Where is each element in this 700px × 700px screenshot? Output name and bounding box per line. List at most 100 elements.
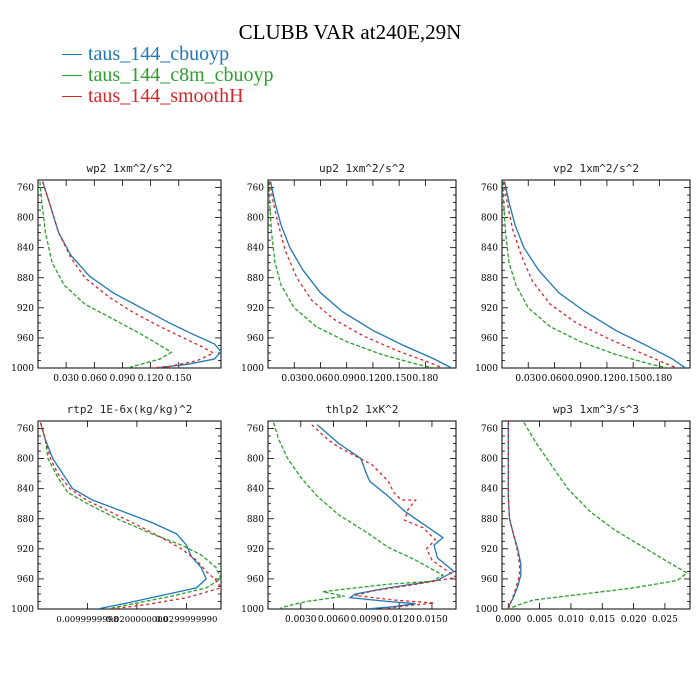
y-tick-label: 800 (17, 214, 34, 224)
series-line (272, 422, 445, 609)
series-line (502, 181, 669, 368)
y-tick-label: 960 (247, 334, 264, 344)
plot-frame (501, 179, 691, 369)
figure-title: CLUBB VAR at240E,29N (238, 20, 462, 44)
panel-title: up2 1xm^2/s^2 (319, 162, 405, 175)
x-tick-label: 0.0120 (383, 615, 415, 625)
plot-frame (267, 420, 457, 610)
legend-label: taus_144_c8m_cbuoyp (88, 64, 274, 86)
panel-title: wp3 1xm^3/s^3 (553, 403, 639, 416)
panel-title: thlp2 1xK^2 (326, 403, 399, 416)
y-tick-label: 840 (17, 485, 34, 495)
series-line (39, 422, 221, 609)
y-tick-label: 880 (17, 274, 34, 284)
y-tick-label: 760 (17, 425, 34, 435)
y-tick-label: 800 (481, 214, 498, 224)
y-tick-label: 1000 (11, 364, 34, 374)
series-line (311, 424, 456, 609)
x-tick-label: 0.025 (652, 615, 678, 625)
y-tick-label: 1000 (241, 364, 264, 374)
x-tick-label: 0.015 (589, 615, 615, 625)
x-tick-label: 0.060 (308, 374, 334, 384)
series-line (269, 181, 444, 368)
y-tick-label: 920 (481, 545, 498, 555)
y-tick-label: 880 (481, 274, 498, 284)
x-tick-label: 0.0299999990 (155, 615, 217, 625)
panel-title: wp2 1xm^2/s^2 (86, 162, 172, 175)
y-tick-label: 760 (481, 425, 498, 435)
x-tick-label: 0.000 (495, 615, 521, 625)
chart-panel: up2 1xm^2/s^2 760 800 840 880 920 960 1000 0.030… (241, 162, 457, 384)
x-tick-label: 0.180 (647, 374, 673, 384)
y-tick-label: 880 (247, 274, 264, 284)
y-tick-label: 960 (481, 575, 498, 585)
y-tick-label: 960 (247, 575, 264, 585)
series-line (39, 422, 207, 609)
x-tick-label: 0.010 (558, 615, 584, 625)
series-line (508, 422, 689, 609)
y-tick-label: 880 (247, 515, 264, 525)
x-tick-label: 0.030 (281, 374, 307, 384)
y-tick-label: 920 (247, 545, 264, 555)
legend-label: taus_144_cbuoyp (88, 43, 230, 65)
y-tick-label: 800 (247, 214, 264, 224)
x-tick-label: 0.0030 (285, 615, 317, 625)
x-tick-label: 0.120 (594, 374, 620, 384)
chart-panel: wp3 1xm^3/s^3 760 800 840 880 920 960 10000.000… (475, 403, 691, 625)
legend-item: taus_144_c8m_cbuoyp (62, 65, 274, 86)
x-tick-label: 0.060 (81, 374, 107, 384)
y-tick-label: 960 (17, 575, 34, 585)
series-line (39, 422, 221, 609)
y-tick-label: 920 (247, 304, 264, 314)
y-tick-label: 1000 (241, 605, 264, 615)
y-tick-label: 1000 (475, 605, 498, 615)
y-tick-label: 960 (481, 334, 498, 344)
series-line (503, 181, 686, 368)
y-tick-label: 760 (247, 425, 264, 435)
series-line (507, 422, 521, 609)
y-tick-label: 960 (17, 334, 34, 344)
legend-label: taus_144_smoothH (88, 85, 244, 107)
legend: taus_144_cbuoyp taus_144_c8m_cbuoyp taus… (62, 44, 274, 107)
legend-item: taus_144_smoothH (62, 86, 274, 107)
plot-frame (267, 179, 457, 369)
x-tick-label: 0.150 (620, 374, 646, 384)
chart-panel: wp2 1xm^2/s^2 760 800 840 880 920 960 1000 0.030… (11, 162, 222, 384)
panel-title: vp2 1xm^2/s^2 (553, 162, 639, 175)
x-tick-label: 0.060 (542, 374, 568, 384)
y-tick-label: 800 (17, 455, 34, 465)
x-tick-label: 0.090 (110, 374, 136, 384)
y-tick-label: 840 (247, 485, 264, 495)
legend-swatch (62, 75, 82, 76)
y-tick-label: 840 (17, 244, 34, 254)
y-tick-label: 920 (17, 304, 34, 314)
y-tick-label: 800 (481, 455, 498, 465)
x-tick-label: 0.0200000000 (106, 615, 168, 625)
panel-title: rtp2 1E-6x(kg/kg)^2 (67, 403, 193, 416)
x-tick-label: 0.020 (621, 615, 647, 625)
series-line (268, 181, 435, 368)
y-tick-label: 920 (17, 545, 34, 555)
plot-frame (37, 179, 222, 369)
x-tick-label: 0.0090 (351, 615, 383, 625)
x-tick-label: 0.030 (53, 374, 79, 384)
series-line (42, 181, 215, 368)
x-tick-label: 0.120 (360, 374, 386, 384)
x-tick-label: 0.090 (568, 374, 594, 384)
legend-swatch (62, 54, 82, 55)
series-line (42, 181, 221, 368)
plot-frame (37, 420, 222, 610)
chart-panel: vp2 1xm^2/s^2 760 800 840 880 920 960 1000 0.030… (475, 162, 691, 384)
y-tick-label: 800 (247, 455, 264, 465)
x-tick-label: 0.150 (386, 374, 412, 384)
series-line (503, 181, 678, 368)
series-line (269, 181, 452, 368)
y-tick-label: 760 (247, 184, 264, 194)
y-tick-label: 920 (481, 304, 498, 314)
y-tick-label: 880 (481, 515, 498, 525)
y-tick-label: 1000 (11, 605, 34, 615)
y-tick-label: 1000 (475, 364, 498, 374)
x-tick-label: 0.0060 (318, 615, 350, 625)
series-line (316, 424, 455, 609)
